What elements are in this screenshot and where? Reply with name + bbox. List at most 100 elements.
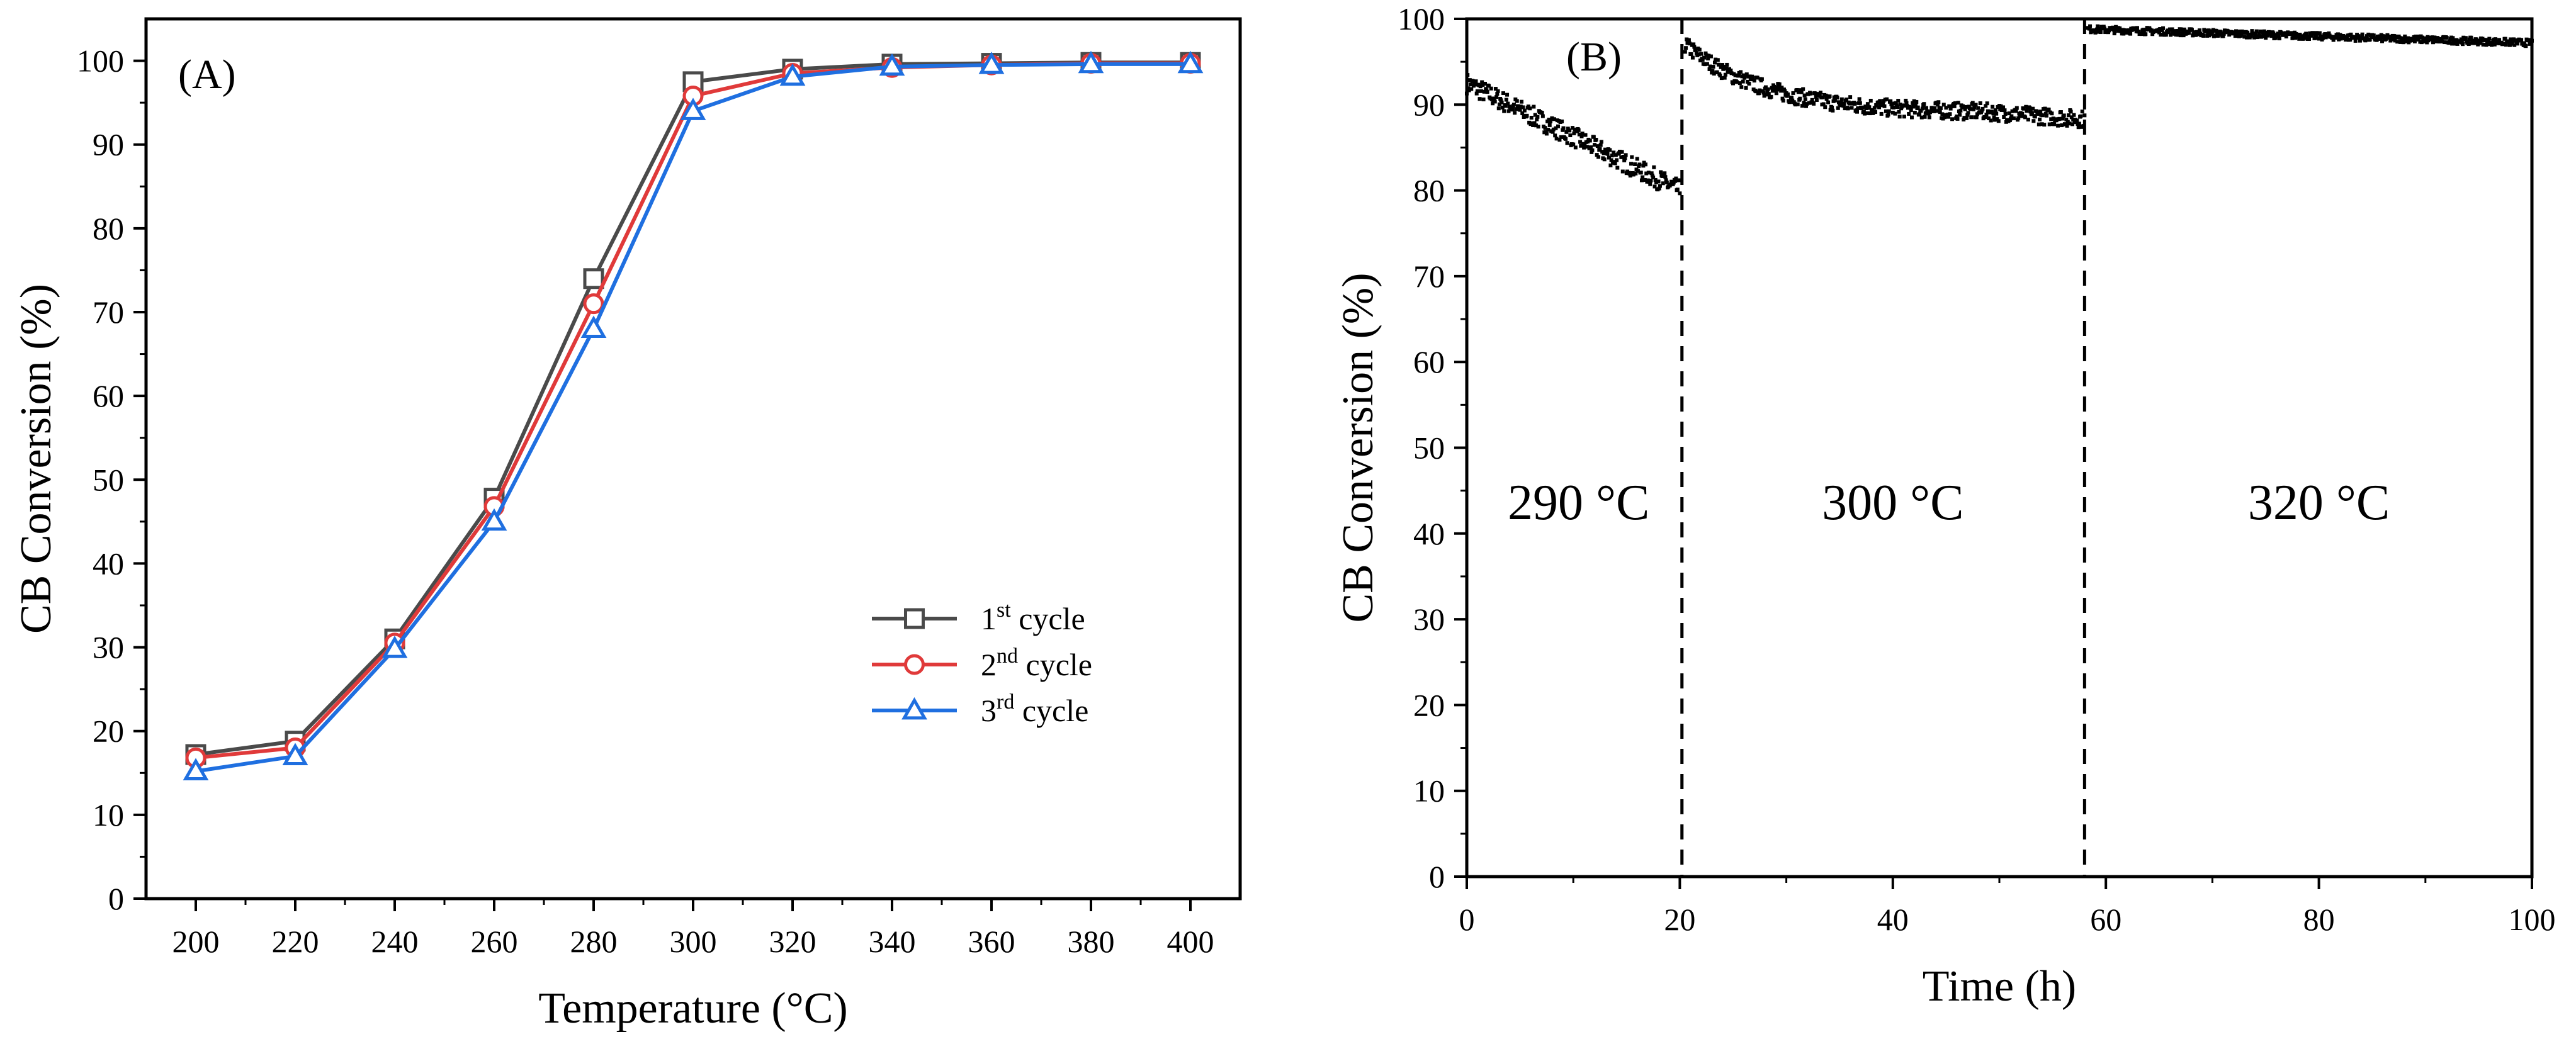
data-point (1590, 148, 1595, 152)
legend-entry: 1st cycle (872, 598, 1085, 636)
data-point (2170, 27, 2174, 31)
data-point (1579, 143, 1583, 148)
data-point (1648, 182, 1652, 186)
data-point (1850, 106, 1854, 110)
data-point (1615, 166, 1620, 170)
data-point (2393, 38, 2397, 43)
data-point (2302, 36, 2306, 40)
data-point (2173, 29, 2178, 33)
data-point (1885, 97, 1889, 101)
data-point (1996, 119, 2001, 123)
data-point (1984, 104, 1988, 108)
data-point (1938, 106, 1943, 110)
data-point (1980, 106, 1985, 111)
data-point (1752, 79, 1756, 83)
data-point (2395, 40, 2400, 44)
data-point (2473, 41, 2477, 45)
region-label-3: 320 °C (2248, 475, 2390, 530)
data-point (1599, 140, 1603, 144)
data-point (2141, 28, 2145, 32)
data-point (1603, 147, 1607, 152)
data-point (2010, 109, 2014, 113)
data-point (1637, 162, 1642, 167)
data-point (1503, 104, 1508, 108)
panel-b-x-tick-label: 60 (2090, 902, 2121, 937)
data-point (1568, 133, 1573, 138)
data-point (2448, 39, 2452, 43)
data-point (1580, 132, 1585, 136)
data-point (1992, 118, 1997, 122)
data-point (1479, 89, 1483, 93)
data-point (2201, 33, 2206, 38)
data-point (1653, 177, 1658, 182)
data-point (1897, 115, 1902, 119)
data-point (2309, 33, 2313, 38)
data-point (1505, 93, 1510, 97)
data-point (1515, 99, 1519, 103)
data-point (1652, 165, 1656, 169)
panel-a-x-tick-label: 380 (1068, 924, 1115, 959)
data-point (1733, 73, 1737, 77)
data-point (1747, 81, 1751, 86)
data-point (2358, 38, 2362, 43)
data-point (2335, 35, 2339, 39)
data-point (1923, 111, 1928, 115)
data-point (2038, 117, 2042, 121)
data-point (1944, 106, 1948, 110)
data-point (1588, 145, 1593, 149)
data-point (1923, 115, 1927, 119)
data-point (2211, 28, 2215, 32)
data-point (1743, 76, 1747, 80)
data-point (1605, 152, 1610, 156)
panel-b-y-axis-title: CB Conversion (%) (1334, 272, 1382, 622)
panel-a-x-tick-label: 300 (670, 924, 717, 959)
data-point (1540, 114, 1545, 118)
data-point (1615, 158, 1619, 162)
data-point (1780, 86, 1784, 90)
data-point (2402, 39, 2407, 43)
data-point (2502, 42, 2506, 46)
panel-b-label: (B) (1566, 34, 1622, 80)
data-point (2254, 29, 2259, 33)
data-point (1873, 110, 1878, 115)
data-point (1474, 79, 1478, 84)
data-point (2490, 42, 2495, 46)
panel-a-y-tick-label: 20 (93, 714, 124, 749)
data-point (1773, 89, 1777, 93)
data-point (1595, 153, 1599, 157)
data-point (1744, 86, 1748, 90)
data-point (1493, 99, 1497, 104)
data-point (2450, 42, 2455, 46)
data-point (2007, 111, 2011, 116)
data-point (2494, 37, 2498, 42)
data-point (2478, 41, 2482, 45)
panel-a-x-tick-label: 340 (869, 924, 916, 959)
data-point (2000, 108, 2004, 112)
data-point (2411, 37, 2415, 42)
data-point (1608, 148, 1612, 152)
panel-a-x-tick-label: 360 (968, 924, 1015, 959)
square-marker (904, 608, 925, 629)
panel-b-y-tick-label: 80 (1413, 173, 1445, 208)
data-point (1794, 103, 1798, 107)
data-point (1936, 100, 1941, 104)
data-point (2144, 32, 2148, 36)
data-point (1583, 142, 1587, 147)
data-point (1722, 76, 1727, 80)
data-point (2150, 32, 2155, 36)
panel-a-chart: 200 220 240 260 280 300 320 340 360 380 400 0 10 20 30… (12, 17, 1242, 1033)
data-point (1585, 145, 1589, 149)
data-point (1970, 101, 1975, 105)
data-point (2065, 123, 2069, 128)
data-point (1697, 47, 1702, 52)
data-point (1572, 131, 1576, 135)
data-point (1922, 102, 1926, 106)
data-point (2504, 43, 2508, 47)
data-point (1586, 139, 1590, 143)
data-point (2082, 124, 2086, 128)
data-point (2497, 38, 2502, 42)
data-point (1932, 109, 1936, 113)
panel-a-y-tick-label: 70 (93, 295, 124, 330)
data-point (1875, 103, 1879, 108)
data-point (2076, 125, 2081, 130)
